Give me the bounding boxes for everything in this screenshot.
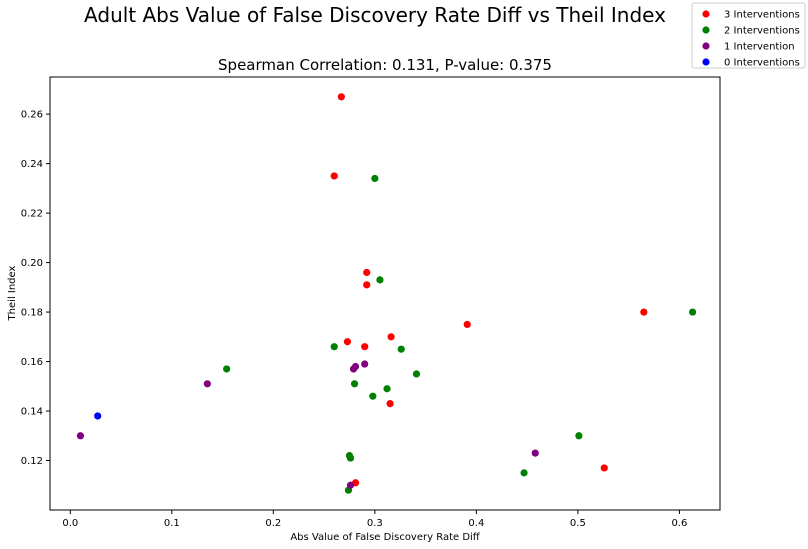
x-tick-label: 0.2 xyxy=(265,518,281,529)
x-tick-label: 0.5 xyxy=(570,518,586,529)
legend-label-1-intervention: 1 Intervention xyxy=(724,42,795,53)
point-2-interventions xyxy=(346,454,355,462)
x-tick-label: 0.6 xyxy=(671,518,687,529)
legend: 3 Interventions 2 Interventions 1 Interven… xyxy=(691,2,806,69)
y-tick-label: 0.22 xyxy=(21,209,43,220)
point-1-intervention xyxy=(349,365,358,373)
point-3-interventions xyxy=(463,320,471,329)
legend-marker-3-interventions xyxy=(702,10,710,18)
y-tick-label: 0.18 xyxy=(21,308,43,319)
point-3-interventions xyxy=(386,400,394,408)
point-3-interventions xyxy=(600,464,608,472)
plot-area xyxy=(49,76,721,511)
y-tick-label: 0.20 xyxy=(21,258,43,269)
point-2-interventions xyxy=(376,276,384,284)
x-tick-label: 0.0 xyxy=(62,518,78,529)
point-2-interventions xyxy=(412,370,421,378)
point-1-intervention xyxy=(203,380,211,388)
point-2-interventions xyxy=(520,469,528,477)
x-axis-label: Abs Value of False Discovery Rate Diff xyxy=(290,532,480,543)
y-axis-label: Theil Index xyxy=(7,265,18,321)
point-2-interventions xyxy=(369,392,377,400)
point-3-interventions xyxy=(361,343,369,351)
x-tick-label: 0.4 xyxy=(468,518,484,529)
y-tick-label: 0.12 xyxy=(21,456,43,467)
data-points xyxy=(76,93,697,494)
legend-label-2-interventions: 2 Interventions xyxy=(724,26,800,37)
point-2-interventions xyxy=(397,345,405,353)
y-axis: 0.12 0.14 0.16 0.18 0.20 0.22 0.24 0.26 xyxy=(21,110,50,467)
y-tick-label: 0.24 xyxy=(21,159,43,170)
point-1-intervention xyxy=(76,432,85,440)
legend-marker-2-interventions xyxy=(702,26,710,34)
x-axis: 0.0 0.1 0.2 0.3 0.4 0.5 0.6 xyxy=(62,510,687,529)
legend-marker-1-intervention xyxy=(702,42,710,50)
point-2-interventions xyxy=(371,174,379,183)
chart-suptitle: Adult Abs Value of False Discovery Rate … xyxy=(84,3,666,27)
legend-label-0-interventions: 0 Interventions xyxy=(724,58,800,69)
plot-frame xyxy=(49,76,721,511)
point-1-intervention xyxy=(361,360,369,368)
point-3-interventions xyxy=(363,281,371,289)
point-2-interventions xyxy=(330,343,338,351)
point-2-interventions xyxy=(223,365,231,373)
x-tick-label: 0.1 xyxy=(164,518,180,529)
legend-marker-0-interventions xyxy=(702,58,710,66)
point-3-interventions xyxy=(363,268,371,277)
point-3-interventions xyxy=(387,333,395,341)
chart-title: Spearman Correlation: 0.131, P-value: 0.… xyxy=(218,56,552,74)
point-1-intervention xyxy=(346,481,355,489)
legend-frame xyxy=(691,2,806,69)
y-tick-label: 0.16 xyxy=(21,357,43,368)
point-1-intervention xyxy=(531,449,539,457)
point-2-interventions xyxy=(350,380,359,388)
point-2-interventions xyxy=(383,385,391,393)
point-0-interventions xyxy=(94,412,102,420)
x-tick-label: 0.3 xyxy=(367,518,383,529)
point-2-interventions xyxy=(575,432,583,440)
y-tick-label: 0.14 xyxy=(21,407,43,418)
point-3-interventions xyxy=(337,93,345,101)
y-tick-label: 0.26 xyxy=(21,110,43,121)
legend-label-3-interventions: 3 Interventions xyxy=(724,10,800,21)
point-2-interventions xyxy=(688,308,697,316)
point-3-interventions xyxy=(343,338,352,346)
point-3-interventions xyxy=(640,308,648,316)
point-3-interventions xyxy=(330,172,338,180)
